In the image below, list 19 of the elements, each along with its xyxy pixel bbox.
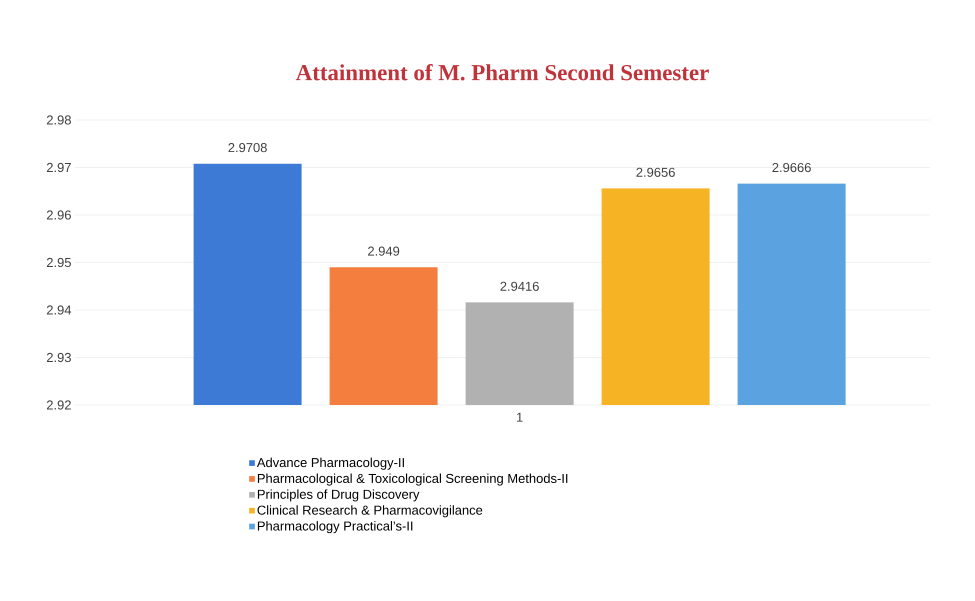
data-label: 2.9708 <box>228 143 267 152</box>
data-label: 2.9656 <box>636 168 675 177</box>
legend-label: Advance Pharmacology-II <box>256 458 404 470</box>
legend-label: Principles of Drug Discovery <box>258 489 420 502</box>
data-label: 2.9666 <box>772 162 811 172</box>
y-tick-label: 2.98 <box>46 115 71 125</box>
data-label: 2.949 <box>368 246 400 256</box>
data-label: 2.9416 <box>500 282 539 291</box>
y-tick-label: 2.93 <box>46 352 71 362</box>
y-tick-label: 2.95 <box>46 258 71 268</box>
legend-label: Clinical Research & Pharmacovigilance <box>258 505 482 518</box>
y-tick-label: 2.96 <box>46 210 71 220</box>
chart-title: Attainment of M. Pharm Second Semester <box>296 64 709 80</box>
x-tick-label: 1 <box>516 412 523 422</box>
y-tick-label: 2.92 <box>46 400 71 410</box>
legend-label: Pharmacology Practical’s-II <box>258 521 412 534</box>
y-tick-label: 2.94 <box>46 305 72 315</box>
legend-label: Pharmacological & Toxicological Screening Methods-II <box>258 473 568 486</box>
y-tick-label: 2.97 <box>46 162 71 172</box>
